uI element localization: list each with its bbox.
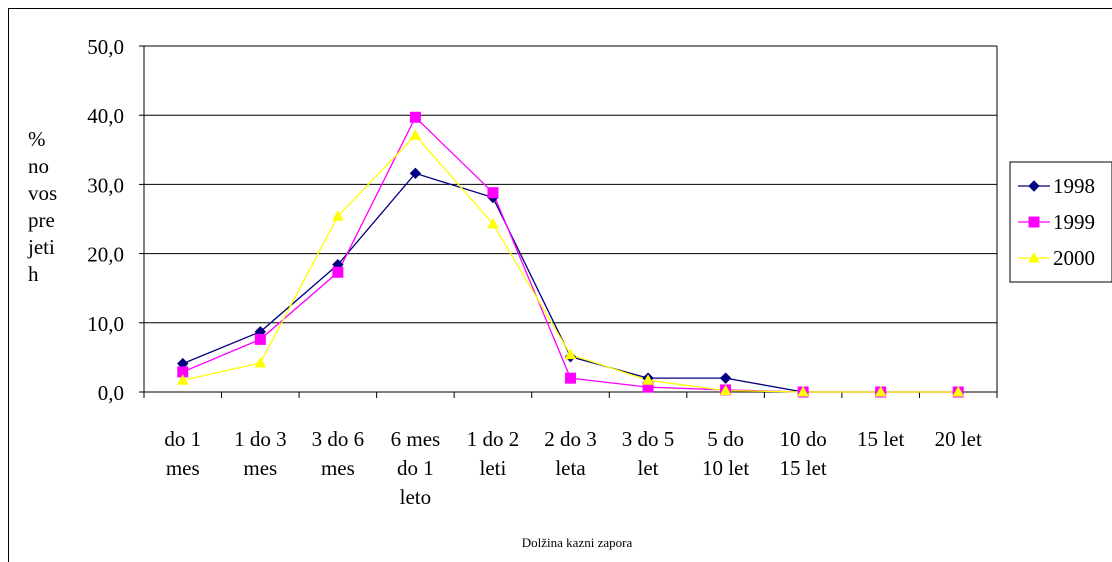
x-category-label: 3 do 6 mes [312,427,365,480]
x-category-label: do 1 mes [164,427,201,480]
chart-frame [8,8,1112,562]
legend-marker-1998 [1028,180,1040,192]
data-point-1999 [565,372,576,384]
data-point-2000 [642,374,654,385]
data-point-2000 [409,129,422,140]
y-axis-title-line: vos [28,181,57,205]
legend-label: 2000 [1053,246,1095,270]
x-category-label: 10 do 15 let [780,427,827,480]
x-category-label: 5 do 10 let [702,427,749,480]
data-point-1998 [409,167,422,180]
data-point-2000 [952,385,965,397]
y-axis-title-line: % [28,127,46,151]
y-tick-label: 40,0 [87,104,124,128]
data-point-2000 [487,217,499,229]
data-point-2000 [874,385,887,397]
data-point-2000 [332,210,344,221]
data-point-1999 [487,187,499,199]
legend-label: 1999 [1053,210,1095,234]
y-tick-label: 50,0 [87,35,124,59]
data-point-2000 [797,385,809,397]
y-tick-label: 30,0 [87,173,124,197]
x-category-label: 20 let [935,427,982,451]
legend-label: 1998 [1053,174,1095,198]
y-tick-label: 10,0 [87,312,124,336]
y-axis-title-line: no [28,154,49,178]
y-axis-title-line: jeti [27,235,55,259]
data-point-2000 [564,348,577,360]
x-axis-title: Dolžina kazni zapora [522,535,633,550]
data-point-1999 [332,266,344,278]
legend-marker-2000 [1028,251,1040,263]
data-point-1999 [254,333,266,345]
y-axis-title-line: pre [28,208,55,232]
legend: 1998 1999 2000 [1009,161,1112,283]
data-point-2000 [176,374,189,385]
y-tick-label: 20,0 [87,243,124,267]
data-point-2000 [254,356,267,368]
x-category-label: 1 do 2 leti [467,427,520,480]
y-tick-label: 0,0 [98,381,124,405]
x-category-label: 15 let [857,427,904,451]
data-point-1998 [719,372,732,384]
x-category-label: 2 do 3 leta [544,427,597,480]
legend-marker-1999 [1028,216,1040,228]
data-point-2000 [719,384,732,396]
y-axis-title-line: h [28,262,39,286]
x-category-label: 3 do 5 let [622,427,675,480]
x-category-label: 6 mes do 1 leto [391,427,441,509]
data-point-1999 [409,111,421,123]
x-category-label: 1 do 3 mes [234,427,287,480]
